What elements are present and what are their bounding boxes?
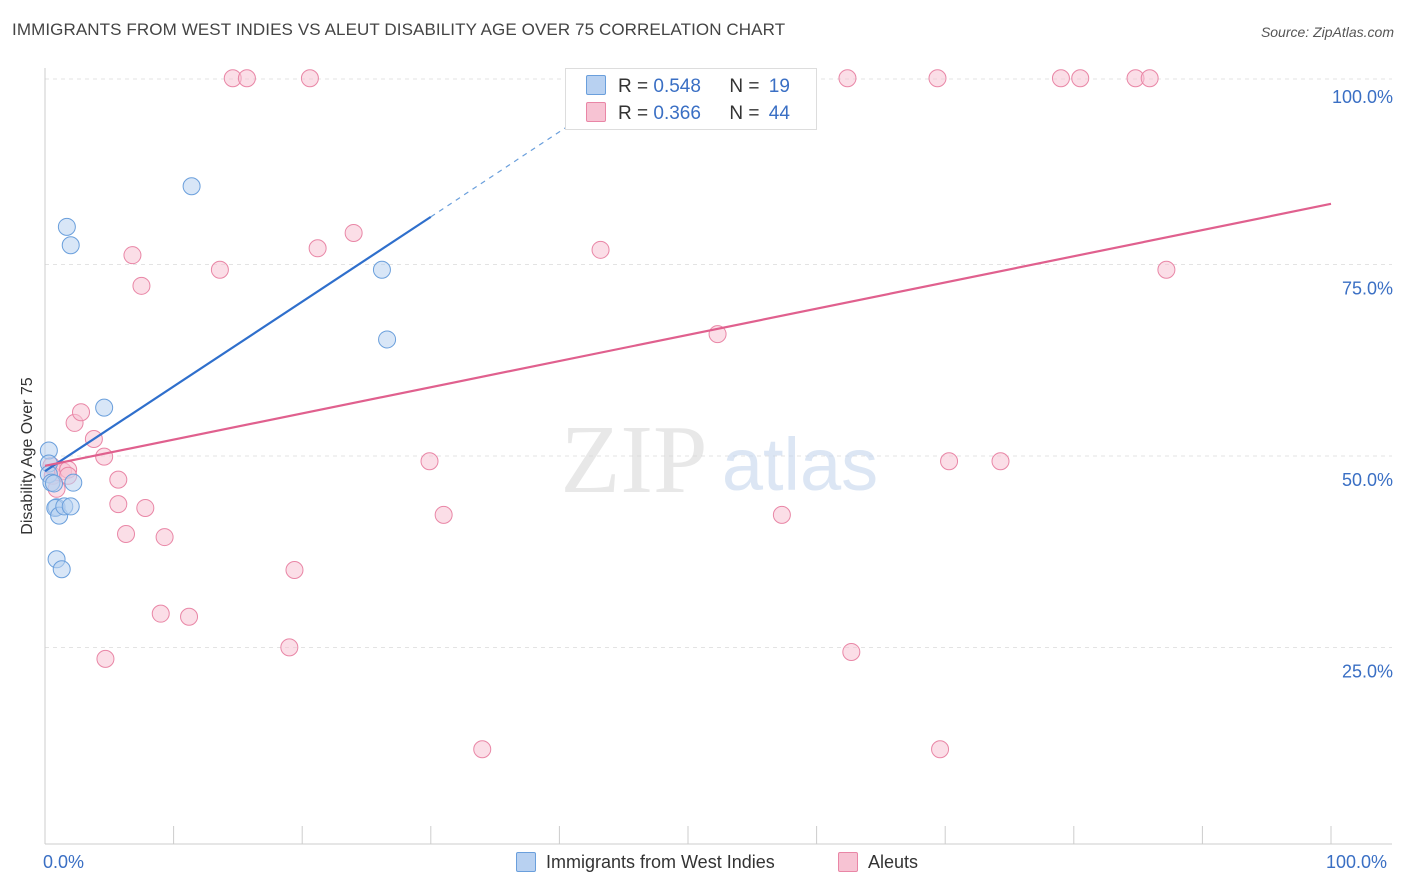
point-aleuts	[109, 470, 128, 489]
legend-n-label: N =	[729, 76, 765, 97]
y-tick-labels: 25.0% 50.0% 75.0% 100.0%	[1332, 87, 1393, 682]
point-aleuts	[151, 604, 170, 623]
point-west-indies	[61, 236, 80, 255]
point-aleuts	[308, 239, 327, 258]
legend-row-aleuts: R = 0.366 N = 44	[586, 102, 790, 126]
point-aleuts	[772, 505, 791, 524]
series-legend: Immigrants from West Indies Aleuts	[0, 852, 1406, 878]
watermark-zip: ZIP	[561, 406, 708, 514]
trend-line-aleuts	[44, 202, 1332, 467]
trend-line-west-indies	[44, 215, 432, 473]
point-west-indies	[57, 217, 76, 236]
legend-swatch-pink	[838, 852, 858, 872]
legend-r-label: R =	[618, 103, 654, 124]
point-aleuts	[1051, 69, 1070, 88]
point-west-indies	[45, 474, 64, 493]
point-west-indies	[378, 330, 397, 349]
chart-title: IMMIGRANTS FROM WEST INDIES VS ALEUT DIS…	[12, 20, 786, 39]
x-tick-label-min: 0.0%	[43, 852, 85, 872]
point-west-indies	[61, 497, 80, 516]
y-tick-label: 25.0%	[1342, 662, 1393, 682]
watermark: ZIP atlas	[561, 406, 879, 514]
point-aleuts	[842, 642, 861, 661]
legend-r-label: R =	[618, 76, 654, 97]
point-aleuts	[1140, 69, 1159, 88]
point-aleuts	[434, 505, 453, 524]
legend-row-west-indies: R = 0.548 N = 19	[586, 75, 790, 99]
point-aleuts	[420, 452, 439, 471]
y-tick-label: 100.0%	[1332, 87, 1393, 107]
legend-n-value: 44	[768, 103, 790, 124]
point-aleuts	[931, 740, 950, 759]
legend-swatch-blue	[586, 75, 606, 95]
grid-layer	[45, 78, 1392, 648]
point-aleuts	[940, 452, 959, 471]
point-aleuts	[237, 69, 256, 88]
legend-item-aleuts[interactable]: Aleuts	[838, 852, 918, 873]
legend-label-west-indies: Immigrants from West Indies	[546, 852, 775, 872]
source-label: Source: ZipAtlas.com	[1260, 24, 1394, 40]
point-aleuts	[123, 246, 142, 265]
point-aleuts	[473, 740, 492, 759]
y-tick-label: 50.0%	[1342, 470, 1393, 490]
x-tick-label-max: 100.0%	[1326, 852, 1388, 872]
point-aleuts	[928, 69, 947, 88]
legend-swatch-blue	[516, 852, 536, 872]
points-layer	[39, 69, 1176, 759]
legend-r-value: 0.366	[653, 103, 701, 124]
point-aleuts	[155, 528, 174, 547]
legend-label-aleuts: Aleuts	[868, 852, 919, 872]
point-aleuts	[838, 69, 857, 88]
point-aleuts	[991, 452, 1010, 471]
point-west-indies	[182, 177, 201, 196]
point-aleuts	[136, 498, 155, 517]
point-aleuts	[285, 561, 304, 580]
point-aleuts	[117, 525, 136, 544]
y-tick-label: 75.0%	[1342, 279, 1393, 299]
point-west-indies	[95, 398, 114, 417]
legend-swatch-pink	[586, 102, 606, 122]
point-aleuts	[280, 638, 299, 657]
legend-item-west-indies[interactable]: Immigrants from West Indies	[516, 852, 775, 873]
point-aleuts	[1157, 260, 1176, 279]
watermark-atlas: atlas	[722, 423, 878, 506]
point-aleuts	[72, 403, 91, 422]
point-west-indies	[52, 560, 71, 579]
point-aleuts	[132, 276, 151, 295]
legend-r-value: 0.548	[653, 76, 701, 97]
point-aleuts	[96, 649, 115, 668]
point-west-indies	[64, 473, 83, 492]
point-aleuts	[210, 260, 229, 279]
point-aleuts	[95, 447, 114, 466]
point-aleuts	[109, 495, 128, 514]
point-aleuts	[300, 69, 319, 88]
point-aleuts	[344, 223, 363, 242]
stats-legend: R = 0.548 N = 19 R = 0.366 N = 44	[565, 68, 817, 130]
point-aleuts	[1071, 69, 1090, 88]
legend-n-label: N =	[729, 103, 765, 124]
legend-n-value: 19	[768, 76, 790, 97]
point-west-indies	[372, 260, 391, 279]
point-aleuts	[591, 240, 610, 259]
y-axis-label: Disability Age Over 75	[19, 377, 36, 535]
point-aleuts	[180, 607, 199, 626]
